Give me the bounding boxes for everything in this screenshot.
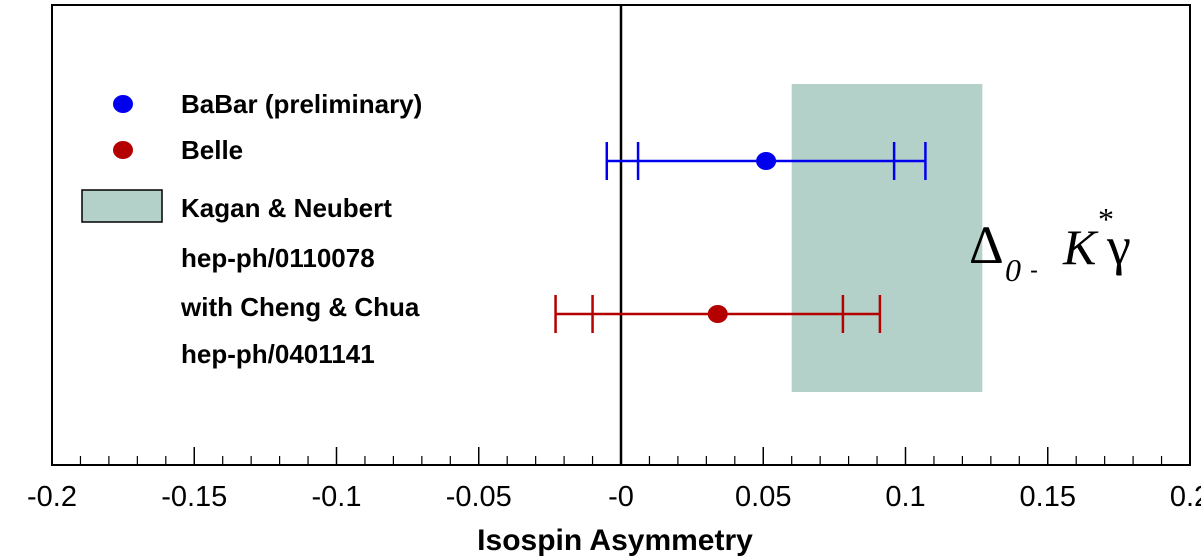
- series-belle: [554, 295, 882, 333]
- x-tick-label: -0.1: [312, 481, 362, 513]
- legend-band-label: hep-ph/0401141: [181, 339, 375, 369]
- x-tick-label: -0.15: [161, 481, 227, 513]
- data-point: [707, 305, 728, 323]
- legend-marker: [113, 95, 133, 113]
- x-tick-label: 0.2: [1170, 481, 1201, 513]
- annotation-star: *: [1098, 201, 1114, 237]
- x-tick-label: -0: [608, 481, 634, 513]
- legend-label: Belle: [181, 135, 243, 165]
- annotation-dash: -: [1030, 257, 1038, 284]
- legend-band-swatch: [81, 189, 163, 223]
- x-tick-label: 0.05: [735, 481, 791, 513]
- legend-band-label: with Cheng & Chua: [180, 292, 420, 322]
- legend-marker: [113, 141, 133, 159]
- annotation-k: K: [1062, 219, 1099, 275]
- annotation-gamma: γ: [1106, 216, 1131, 276]
- legend-label: BaBar (preliminary): [181, 89, 422, 119]
- theory-band: [791, 84, 983, 392]
- x-tick-label: 0.1: [885, 481, 925, 513]
- x-axis-label: Isospin Asymmetry: [477, 524, 753, 557]
- legend-band-label: Kagan & Neubert: [181, 193, 392, 223]
- x-tick-label: -0.05: [446, 481, 512, 513]
- legend-band-label: hep-ph/0110078: [181, 243, 375, 273]
- data-point: [756, 152, 777, 170]
- x-tick-label: 0.15: [1020, 481, 1076, 513]
- series-babar: [605, 142, 927, 180]
- x-tick-label: -0.2: [27, 481, 77, 513]
- annotation-subscript: 0: [1005, 252, 1021, 288]
- annotation-delta: Δ: [969, 215, 1004, 275]
